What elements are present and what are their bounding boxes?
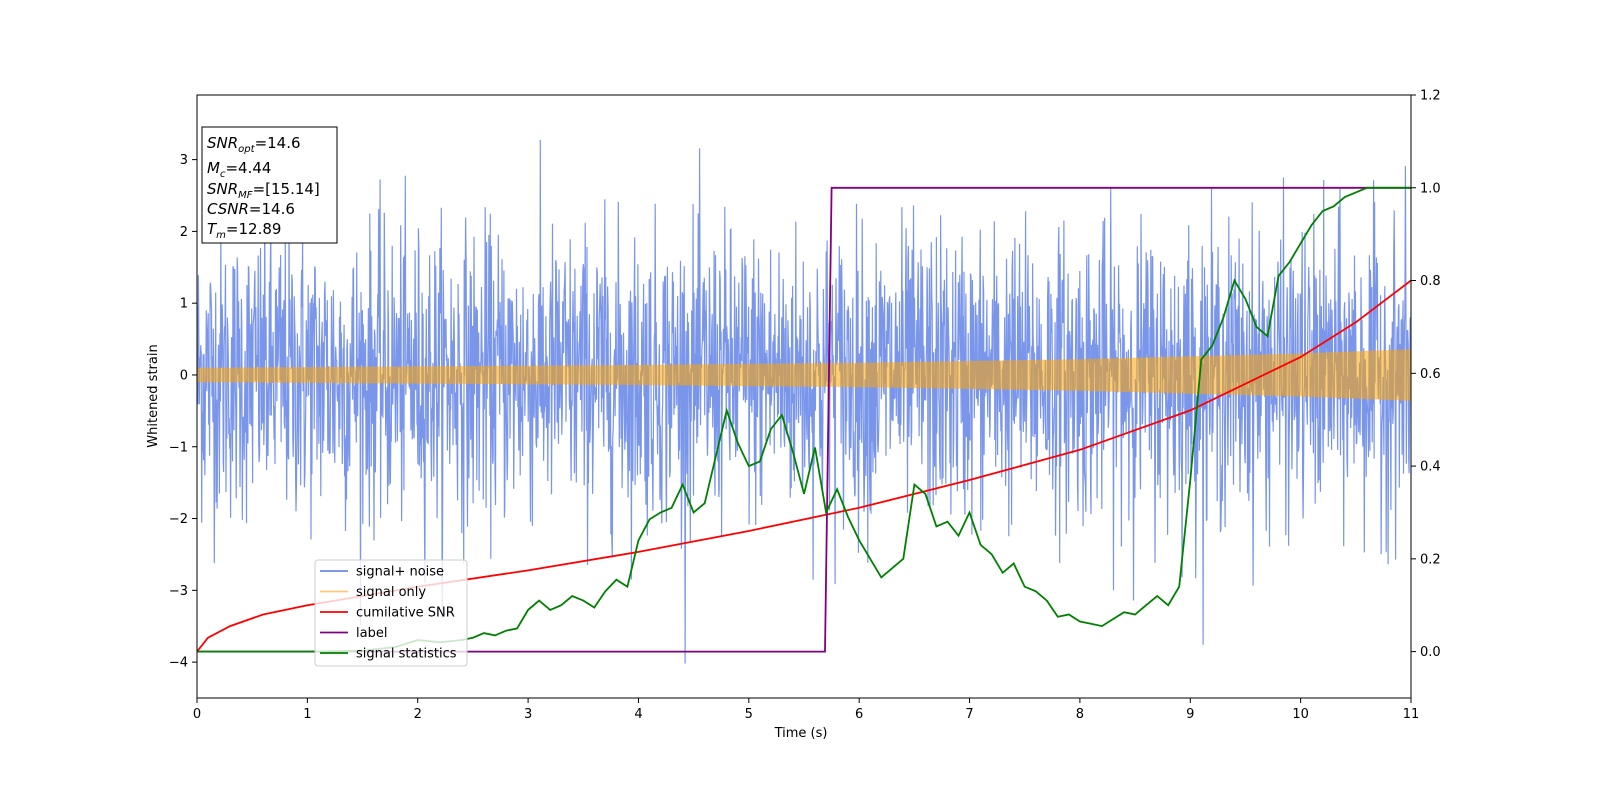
y-left-tick-label: −1 [169, 440, 188, 455]
x-tick-label: 11 [1403, 707, 1420, 722]
x-tick-label: 4 [634, 707, 642, 722]
y-left-axis-ticks: −4 −3 −2 −1 0 1 2 3 [169, 153, 197, 671]
legend-label: label [356, 626, 387, 641]
y-right-tick-label: 0.2 [1420, 552, 1441, 567]
y-right-tick-label: 1.2 [1420, 89, 1441, 104]
info-mc: Mc=4.44 [207, 159, 271, 180]
y-right-tick-label: 0.8 [1420, 274, 1441, 289]
y-left-tick-label: 2 [180, 225, 188, 240]
y-left-tick-label: −3 [169, 584, 188, 599]
info-box: SNRopt=14.6 Mc=4.44 SNRMF=[15.14] CSNR=1… [201, 126, 338, 244]
y-right-tick-label: 0.6 [1420, 367, 1441, 382]
info-snr-opt: SNRopt=14.6 [207, 134, 301, 155]
x-tick-label: 0 [193, 707, 201, 722]
x-axis-ticks: 0 1 2 3 4 5 6 7 8 9 10 11 [193, 698, 1419, 722]
x-tick-label: 2 [414, 707, 422, 722]
x-tick-label: 3 [524, 707, 532, 722]
y-left-tick-label: 0 [180, 368, 188, 383]
x-axis-label: Time (s) [774, 726, 828, 741]
x-tick-label: 6 [855, 707, 863, 722]
x-tick-label: 1 [303, 707, 311, 722]
y-left-tick-label: −2 [169, 512, 188, 527]
info-snr-mf: SNRMF=[15.14] [207, 180, 320, 201]
y-right-axis-ticks: 0.0 0.2 0.4 0.6 0.8 1.0 1.2 [1411, 89, 1441, 660]
plot-frame [196, 94, 1412, 699]
y-right-tick-label: 0.0 [1420, 645, 1441, 660]
legend-label: signal statistics [356, 647, 457, 662]
x-tick-label: 7 [965, 707, 973, 722]
series-cumulative-snr [197, 279, 1411, 653]
y-left-tick-label: 3 [180, 153, 188, 168]
x-tick-label: 8 [1076, 707, 1084, 722]
series-label [197, 186, 1411, 653]
legend-label: signal only [356, 585, 426, 600]
y-left-tick-label: −4 [169, 656, 188, 671]
series-signal-statistics [197, 186, 1411, 653]
x-tick-label: 5 [745, 707, 753, 722]
legend-label: cumilative SNR [356, 606, 455, 621]
y-right-tick-label: 0.4 [1420, 460, 1441, 475]
info-tm: Tm=12.89 [207, 220, 281, 241]
y-axis-label: Whitened strain [146, 344, 161, 447]
y-right-tick-label: 1.0 [1420, 181, 1441, 196]
legend-label: signal+ noise [356, 565, 444, 580]
x-tick-label: 9 [1186, 707, 1194, 722]
info-csnr: CSNR=14.6 [207, 200, 295, 218]
x-tick-label: 10 [1292, 707, 1309, 722]
y-left-tick-label: 1 [180, 297, 188, 312]
legend: signal+ noise signal only cumilative SNR la… [314, 559, 468, 667]
series-signal-only [197, 349, 1411, 401]
